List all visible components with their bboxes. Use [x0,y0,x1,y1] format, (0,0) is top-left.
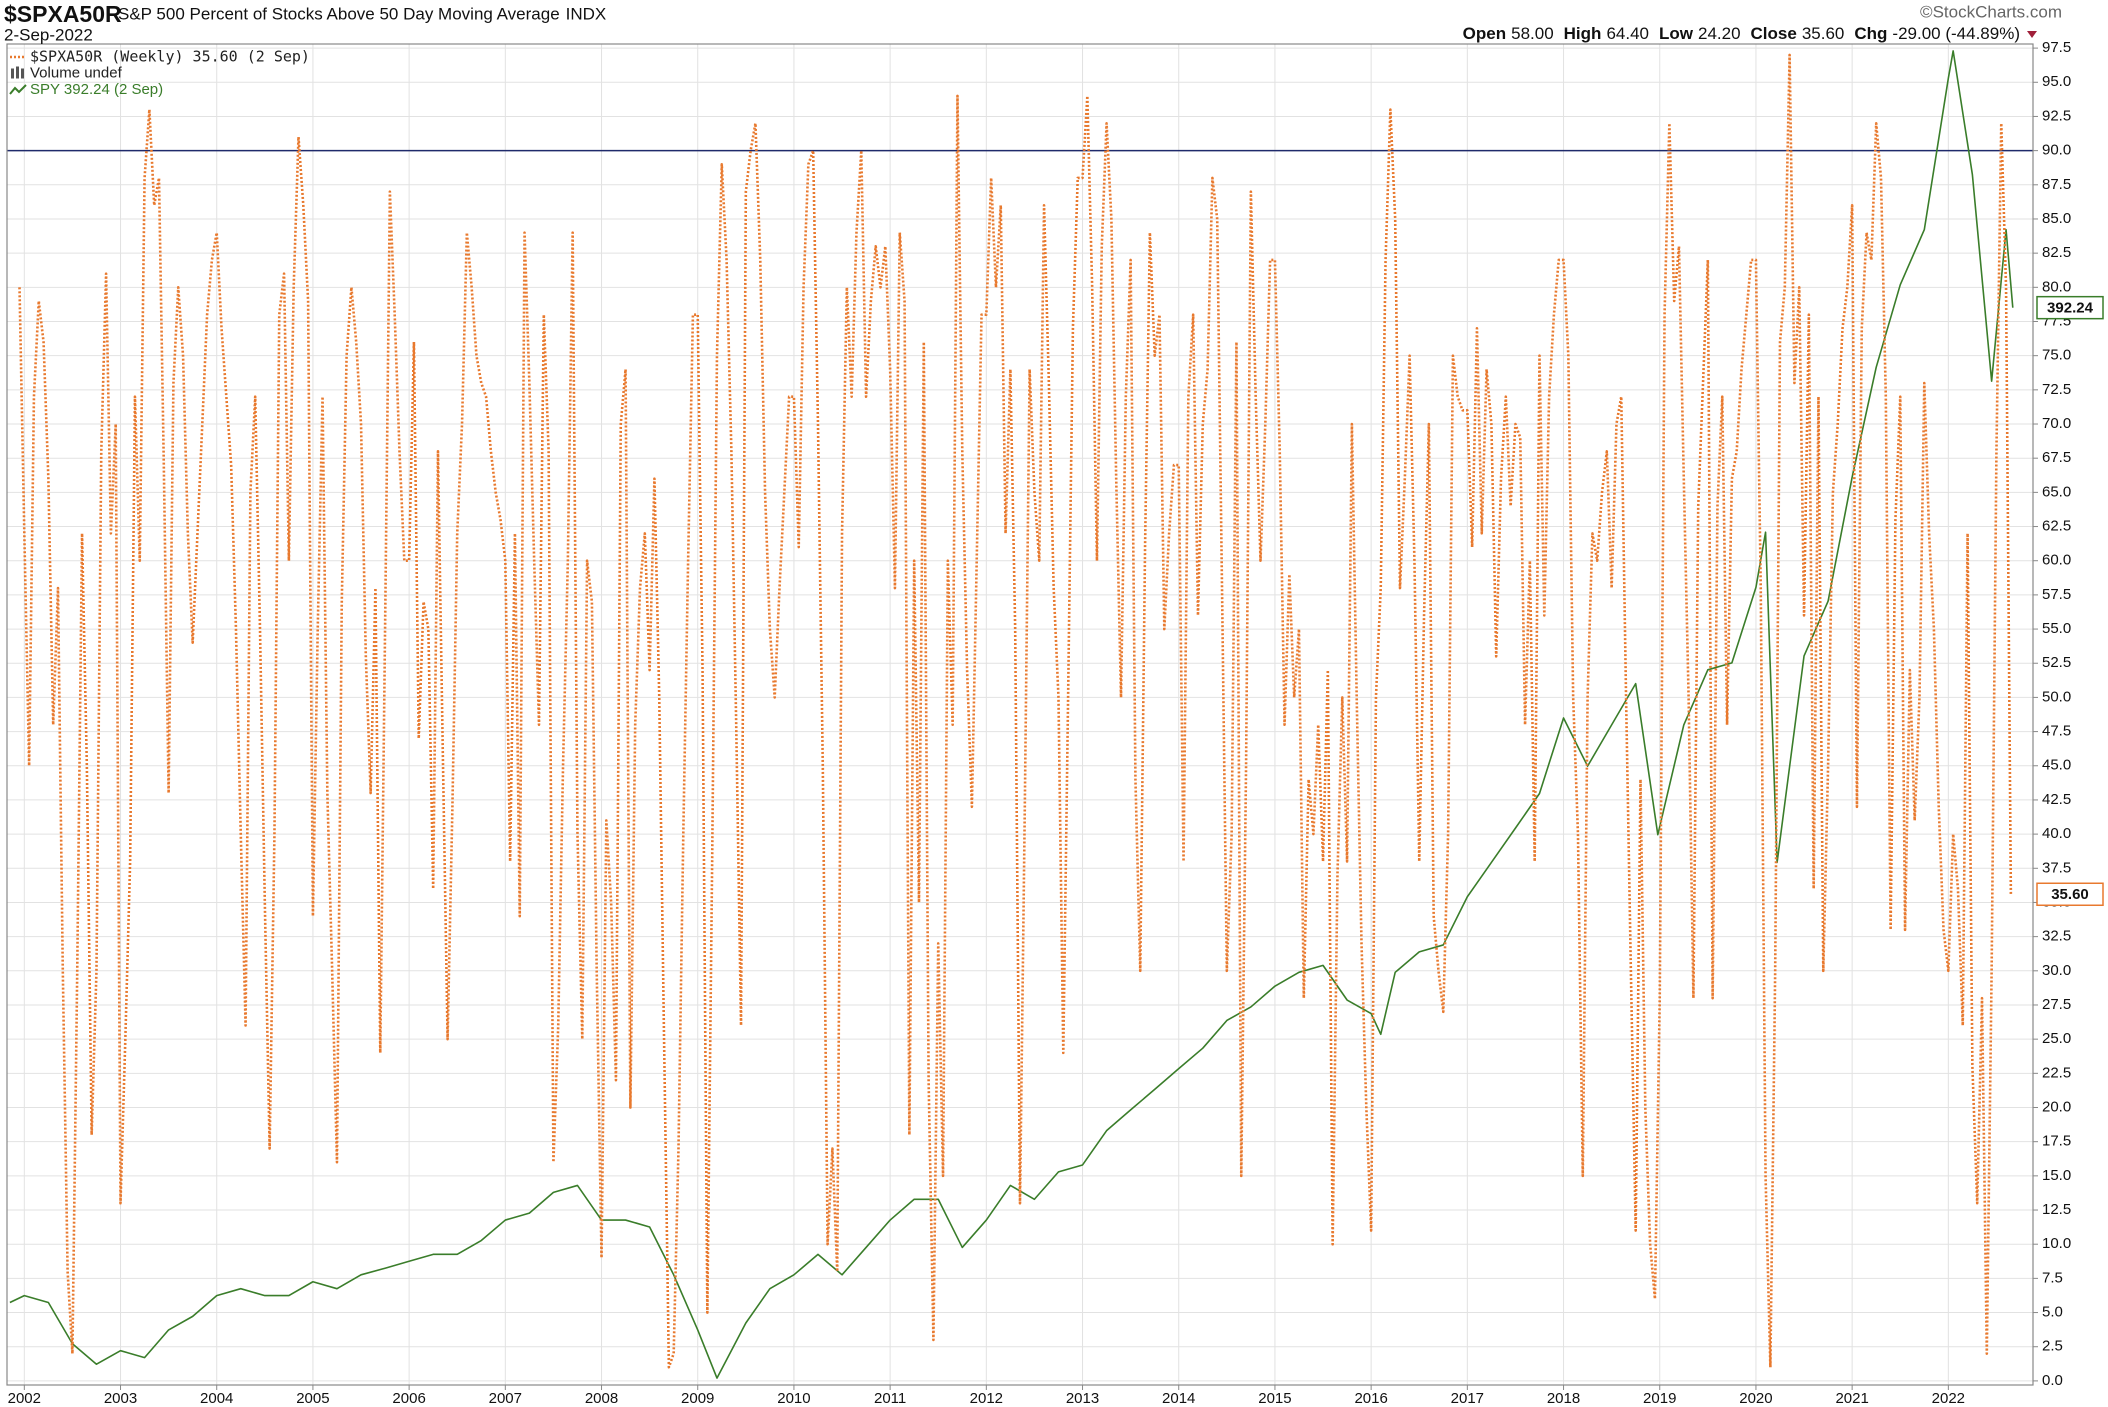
y-tick-label: 90.0 [2042,142,2071,159]
x-tick-label: 2015 [1258,1390,1291,1407]
y-tick-label: 50.0 [2042,688,2071,705]
x-tick-label: 2019 [1643,1390,1676,1407]
x-tick-label: 2018 [1547,1390,1580,1407]
x-tick-label: 2014 [1162,1390,1195,1407]
y-tick-label: 25.0 [2042,1030,2071,1047]
y-tick-label: 10.0 [2042,1235,2071,1252]
y-tick-label: 2.5 [2042,1338,2063,1355]
exchange: INDX [566,4,607,23]
y-tick-label: 15.0 [2042,1167,2071,1184]
y-tick-label: 22.5 [2042,1064,2071,1081]
y-tick-label: 52.5 [2042,654,2071,671]
y-tick-label: 5.0 [2042,1304,2063,1321]
y-tick-label: 32.5 [2042,928,2071,945]
x-tick-label: 2012 [970,1390,1003,1407]
legend-label: Volume undef [30,64,123,81]
end-label: 392.24 [2047,300,2094,317]
y-tick-label: 82.5 [2042,244,2071,261]
y-tick-label: 85.0 [2042,210,2071,227]
series-line [9,50,2014,1379]
x-tick-label: 2006 [392,1390,425,1407]
y-tick-label: 60.0 [2042,552,2071,569]
y-tick-label: 92.5 [2042,107,2071,124]
ohlc-label: Low [1659,24,1694,43]
plot-lines [7,50,2033,1379]
credit: ©StockCharts.com [1920,2,2062,21]
legend-swatch [9,84,27,95]
chart-date: 2-Sep-2022 [4,25,93,44]
legend-label: SPY 392.24 (2 Sep) [30,81,163,98]
y-tick-label: 7.5 [2042,1269,2063,1286]
legend-swatch [21,68,24,79]
y-tick-label: 47.5 [2042,723,2071,740]
legend: $SPXA50R (Weekly) 35.60 (2 Sep)Volume un… [9,48,310,98]
ohlc-value: -29.00 (-44.89%) [1892,24,2020,43]
y-tick-label: 0.0 [2042,1372,2063,1389]
x-tick-label: 2017 [1451,1390,1484,1407]
y-tick-label: 65.0 [2042,483,2071,500]
change-arrow [2027,31,2037,38]
ohlc-label: Chg [1854,24,1887,43]
x-tick-label: 2009 [681,1390,714,1407]
x-tick-label: 2011 [874,1390,906,1407]
y-tick-label: 17.5 [2042,1133,2071,1150]
y-tick-label: 57.5 [2042,586,2071,603]
x-tick-label: 2002 [8,1390,41,1407]
symbol: $SPXA50R [4,1,122,27]
y-tick-label: 27.5 [2042,996,2071,1013]
y-tick-label: 42.5 [2042,791,2071,808]
y-tick-label: 87.5 [2042,176,2071,193]
x-tick-label: 2010 [777,1390,810,1407]
y-tick-label: 55.0 [2042,620,2071,637]
x-tick-label: 2007 [489,1390,522,1407]
ohlc-value: 58.00 [1511,24,1554,43]
ohlc-label: High [1564,24,1602,43]
y-tick-label: 97.5 [2042,39,2071,56]
ohlc-value: 24.20 [1698,24,1741,43]
legend-swatch [11,68,14,79]
ohlc-value: 64.40 [1606,24,1649,43]
x-tick-label: 2021 [1835,1390,1868,1407]
y-tick-label: 62.5 [2042,518,2071,535]
x-tick-label: 2013 [1066,1390,1099,1407]
y-tick-label: 80.0 [2042,278,2071,295]
y-tick-label: 95.0 [2042,73,2071,90]
ohlc-label: Open [1463,24,1506,43]
x-tick-label: 2020 [1739,1390,1772,1407]
y-tick-label: 67.5 [2042,449,2071,466]
end-label: 35.60 [2051,886,2089,903]
y-tick-label: 12.5 [2042,1201,2071,1218]
legend-label: $SPXA50R (Weekly) 35.60 (2 Sep) [30,48,310,66]
end-label-box [2036,295,2104,320]
y-tick-label: 40.0 [2042,825,2071,842]
x-tick-label: 2022 [1932,1390,1965,1407]
x-tick-label: 2003 [104,1390,137,1407]
y-tick-label: 30.0 [2042,962,2071,979]
x-tick-label: 2005 [296,1390,329,1407]
x-tick-label: 2004 [200,1390,233,1407]
end-label-box [2036,882,2104,907]
ohlc-value: 35.60 [1802,24,1845,43]
index-name: S&P 500 Percent of Stocks Above 50 Day M… [118,4,560,23]
x-tick-label: 2016 [1354,1390,1387,1407]
ohlc-bar: Open 58.00 High 64.40 Low 24.20 Close 35.60 Chg -… [1463,24,2020,43]
y-tick-label: 72.5 [2042,381,2071,398]
y-tick-label: 45.0 [2042,757,2071,774]
y-tick-label: 75.0 [2042,347,2071,364]
x-tick-label: 2008 [585,1390,618,1407]
y-tick-label: 70.0 [2042,415,2071,432]
y-tick-label: 37.5 [2042,859,2071,876]
legend-swatch [16,66,19,79]
plot-frame [6,43,2034,1386]
ohlc-label: Close [1751,24,1797,43]
y-tick-label: 20.0 [2042,1098,2071,1115]
